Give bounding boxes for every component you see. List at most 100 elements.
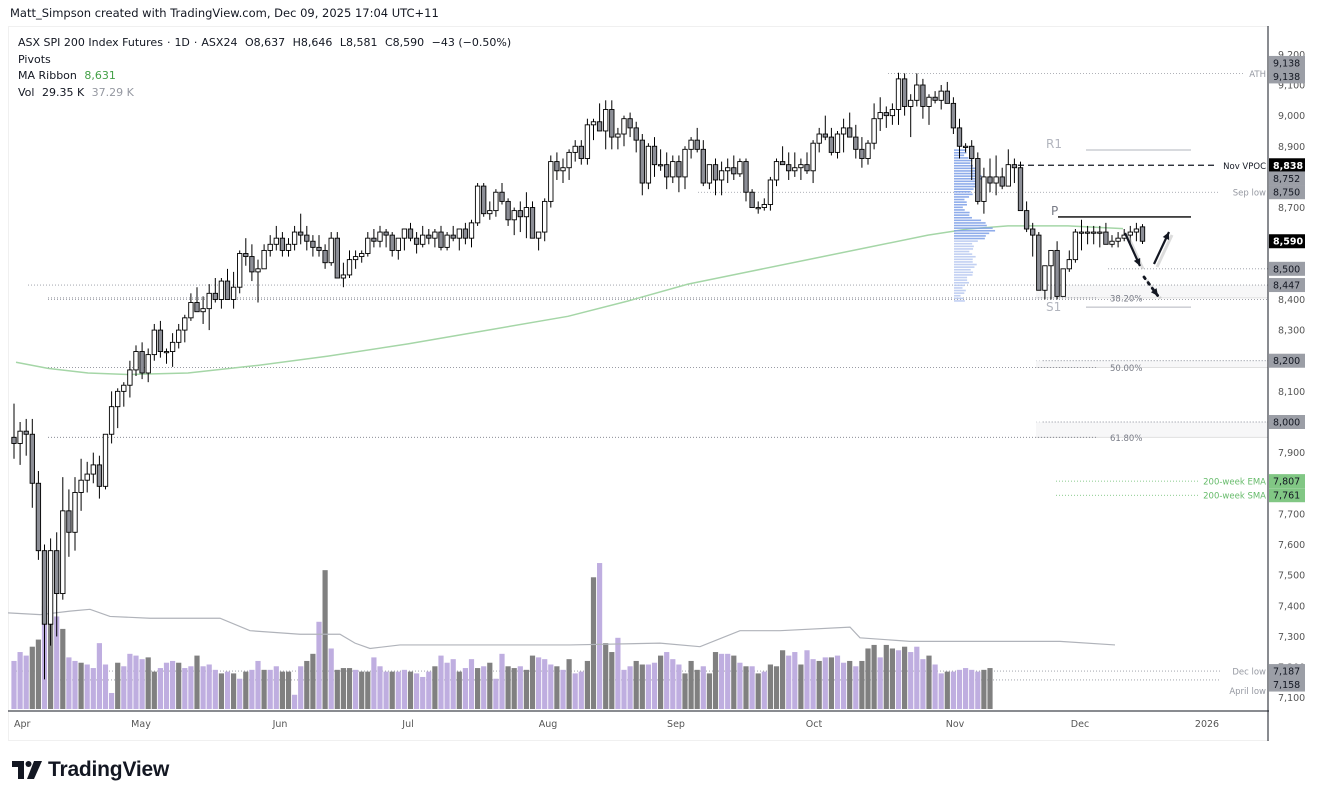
fib-label: 61.80% (1110, 434, 1142, 444)
volume-bar (505, 666, 511, 709)
level-label: Nov VPOC (1223, 162, 1266, 172)
volume-bar (786, 655, 792, 709)
volume-bar (804, 650, 810, 709)
down-arrow-icon[interactable] (1123, 232, 1145, 270)
volume-profile-bar (954, 266, 975, 268)
legend-pivots-row[interactable]: Pivots (18, 52, 511, 69)
volume-bar (633, 660, 639, 709)
volume-ma-line (8, 608, 1116, 650)
tradingview-logo[interactable]: TradingView (12, 758, 169, 782)
candle-body (1066, 259, 1072, 270)
volume-bar (658, 655, 664, 709)
candle-body (761, 204, 767, 208)
level-label: ATH (1249, 70, 1266, 80)
volume-profile-bar (954, 261, 973, 263)
candle-body (145, 354, 151, 374)
candle-body (17, 430, 23, 444)
volume-bar (145, 657, 151, 709)
price-label-bg (1269, 171, 1305, 186)
candle-body (895, 78, 902, 110)
volume-bar (23, 655, 29, 709)
level-label: 200-week SMA (1203, 492, 1266, 502)
candle-body (334, 237, 340, 279)
up-arrow-icon[interactable] (1153, 231, 1174, 268)
volume-profile-bar (954, 222, 986, 224)
candle-body (731, 167, 737, 175)
candle-body (481, 185, 487, 215)
volume-bar (700, 666, 706, 709)
candle-body (944, 90, 950, 104)
time-axis-label: Nov (946, 719, 965, 730)
volume-bar (749, 666, 755, 709)
interval[interactable]: 1D (174, 36, 190, 49)
volume-profile-bar (954, 224, 987, 227)
volume-bar (237, 678, 243, 709)
candle-body (548, 161, 554, 202)
volume-bar (17, 652, 23, 709)
candle-body (456, 228, 462, 239)
fib-band (1036, 360, 1268, 368)
legend-ma-row[interactable]: MA Ribbon 8,631 (18, 68, 511, 85)
candle-body (981, 176, 987, 202)
candle-body (395, 237, 401, 251)
candle-body (304, 234, 310, 242)
candle-body (267, 243, 273, 251)
price-label: 8,000 (1273, 418, 1300, 429)
volume-bar (719, 653, 725, 709)
ma-label: MA Ribbon (18, 69, 77, 83)
candle-body (694, 139, 700, 150)
volume-bar (670, 659, 676, 709)
price-tick-label: 9,100 (1278, 81, 1305, 92)
candle-body (962, 145, 969, 148)
volume-profile-bar (954, 193, 973, 196)
candle-body (54, 550, 60, 595)
legend-vol-row[interactable]: Vol 29.35 K 37.29 K (18, 85, 511, 102)
volume-bar (267, 669, 273, 709)
volume-bar (694, 669, 700, 709)
volume-bar (810, 659, 816, 709)
price-tick-label: 7,300 (1278, 632, 1305, 643)
volume-bar (78, 662, 84, 709)
volume-profile-bar (954, 281, 970, 284)
volume-bar (121, 666, 127, 709)
candle-body (773, 161, 780, 181)
price-chart[interactable]: 38.20% 50.00% 61.80% ATH Nov VPOC Sep low 200-… (8, 26, 1320, 741)
vol-label: Vol (18, 85, 35, 99)
vol-ma-value: 37.29 K (91, 85, 134, 99)
candle-body (956, 127, 963, 147)
volume-profile-bar (954, 268, 971, 271)
price-label-bg (1269, 278, 1305, 293)
volume-bar (322, 570, 328, 709)
volume-bar (456, 671, 462, 709)
candle-body (322, 249, 328, 264)
candle-body (273, 237, 279, 245)
candle-body (1097, 231, 1103, 234)
close-value: C8,590 (385, 36, 425, 49)
candle-body (609, 109, 615, 138)
candle-body (462, 228, 469, 239)
volume-bar (316, 621, 322, 709)
volume-bar (102, 664, 109, 709)
volume-bar (218, 673, 224, 709)
price-label: 9,138 (1273, 72, 1300, 83)
volume-bar (834, 655, 841, 709)
candle-body (420, 234, 426, 245)
price-tick-label: 7,900 (1278, 448, 1305, 459)
volume-bar (590, 577, 597, 709)
volume-bar (597, 563, 603, 709)
price-label-bg (1269, 488, 1305, 503)
candle-body (840, 127, 847, 135)
candle-body (163, 351, 170, 354)
price-label: 8,447 (1273, 281, 1300, 292)
symbol-name[interactable]: ASX SPI 200 Index Futures (18, 36, 163, 49)
dotted-down-arrow-icon[interactable] (1142, 275, 1163, 300)
volume-bar (621, 669, 627, 709)
candle-body (224, 280, 231, 300)
candle-body (407, 228, 414, 239)
candle-body (1048, 249, 1054, 267)
level-label: Dec low (1232, 668, 1266, 678)
candle-body (365, 237, 371, 254)
volume-bar (468, 659, 475, 709)
candle-body (310, 240, 316, 248)
volume-bar (54, 616, 60, 709)
